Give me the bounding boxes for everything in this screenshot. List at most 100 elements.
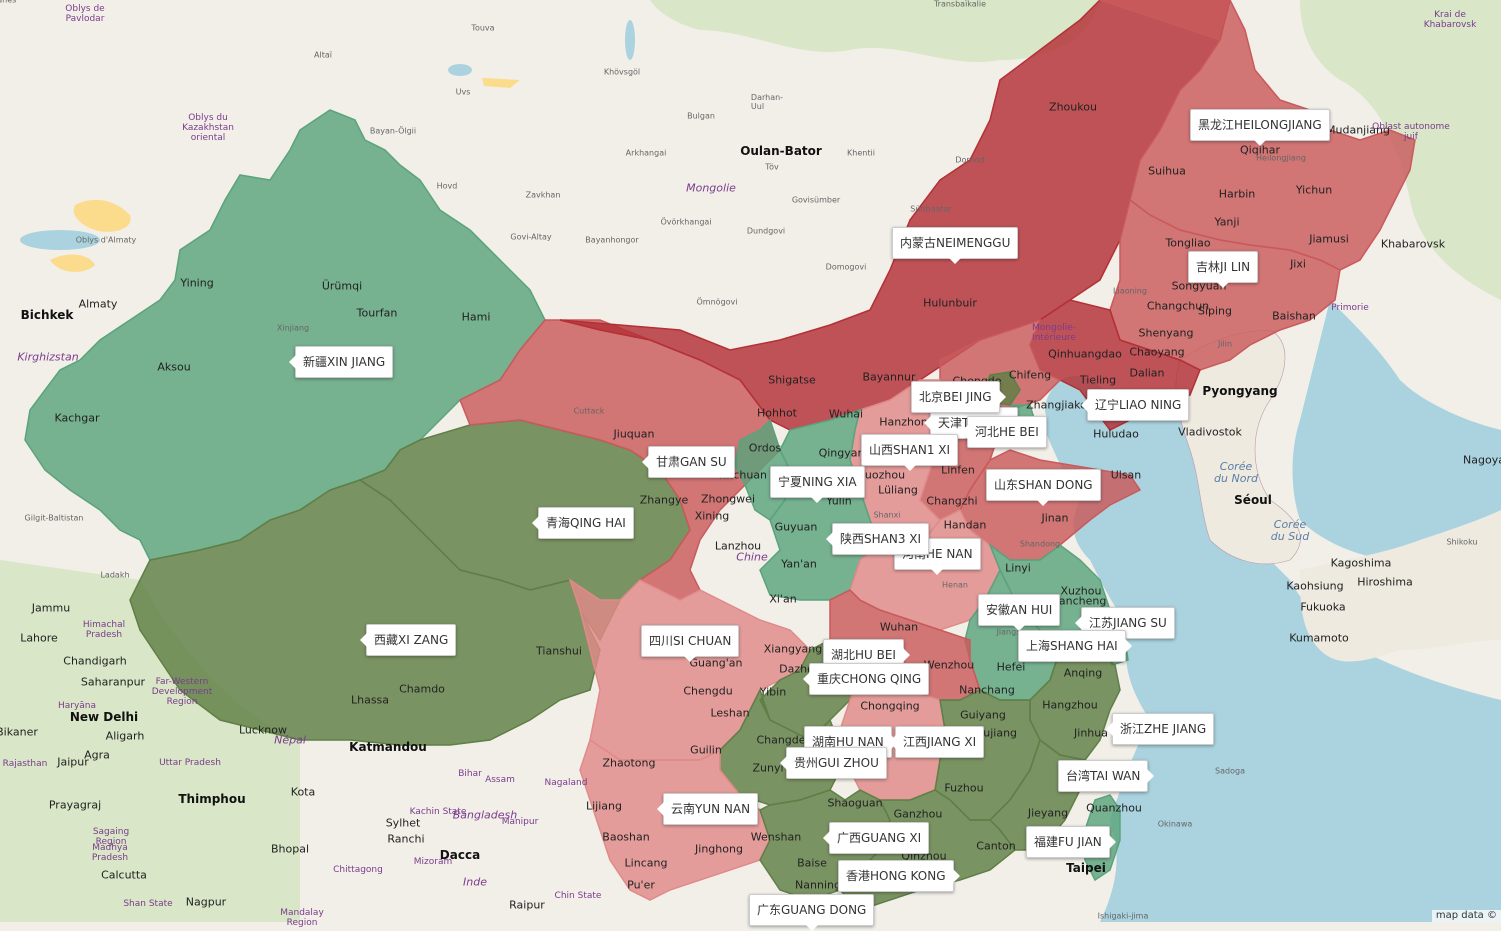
province-tooltip-ningxia[interactable]: 宁夏NING XIA: [770, 466, 865, 498]
place-label: Domogovi: [826, 263, 867, 272]
place-label: Oulan-Bator: [740, 144, 822, 158]
place-label: Anqing: [1064, 667, 1103, 680]
place-label: Hiroshima: [1357, 576, 1413, 589]
place-label: Cuttack: [574, 407, 605, 416]
place-label: Dundgovi: [747, 227, 785, 236]
place-label: Pu'er: [627, 879, 655, 892]
province-tooltip-guizhou[interactable]: 贵州GUI ZHOU: [786, 747, 887, 779]
tooltip-arrow: [1109, 835, 1116, 849]
province-tooltip-chongqing[interactable]: 重庆CHONG QING: [809, 663, 929, 695]
province-tooltip-liaoning[interactable]: 辽宁LIAO NING: [1087, 389, 1189, 421]
tooltip-arrow: [1106, 722, 1113, 736]
place-label: Kachgar: [54, 412, 99, 425]
tooltip-arrow: [657, 802, 664, 816]
tooltip-arrow: [811, 497, 823, 503]
place-label: Uvs: [456, 88, 471, 97]
place-label: Prayagraj: [49, 799, 101, 812]
place-label: Oblys d'Almaty: [76, 236, 137, 245]
place-label: Mongolie-Intérieure: [1032, 323, 1076, 343]
place-label: Sadoga: [1215, 767, 1245, 776]
tooltip-label: 安徽AN HUI: [986, 603, 1052, 617]
place-label: Zunyi: [752, 762, 783, 775]
tooltip-arrow: [961, 425, 968, 439]
tooltip-label: 云南YUN NAN: [671, 802, 750, 816]
tooltip-arrow: [903, 648, 910, 662]
tooltip-arrow: [924, 416, 931, 430]
tooltip-arrow: [360, 633, 367, 647]
province-tooltip-qinghai[interactable]: 青海QING HAI: [538, 507, 634, 539]
province-tooltip-gansu[interactable]: 甘肃GAN SU: [648, 446, 735, 478]
province-tooltip-guangxi[interactable]: 广西GUANG XI: [829, 822, 929, 854]
province-tooltip-yunnan[interactable]: 云南YUN NAN: [663, 793, 758, 825]
tooltip-arrow: [826, 532, 833, 546]
tooltip-label: 宁夏NING XIA: [778, 475, 857, 489]
lake-khovsgol: [625, 20, 635, 60]
place-label: Lijiang: [586, 800, 622, 813]
province-tooltip-anhui[interactable]: 安徽AN HUI: [978, 594, 1060, 626]
place-label: Kagoshima: [1331, 557, 1392, 570]
place-label: Shenyang: [1139, 327, 1194, 340]
province-tooltip-hebei[interactable]: 河北HE BEI: [967, 416, 1047, 448]
place-label: Changde: [756, 734, 805, 747]
place-label: Wenzhou: [924, 659, 974, 672]
province-tooltip-shanghai[interactable]: 上海SHANG HAI: [1018, 630, 1126, 662]
place-label: Fukuoka: [1300, 601, 1345, 614]
tooltip-label: 重庆CHONG QING: [817, 672, 921, 686]
province-tooltip-beijing[interactable]: 北京BEI JING: [911, 381, 1000, 413]
place-label: Nagoya: [1463, 454, 1501, 467]
place-label: Kaohsiung: [1286, 580, 1343, 593]
province-tooltip-shaanxi[interactable]: 陕西SHAN3 XI: [832, 523, 929, 555]
province-tooltip-taiwan[interactable]: 台湾TAI WAN: [1058, 760, 1148, 792]
place-label: Hefei: [997, 661, 1026, 674]
place-label: Jaipur: [57, 756, 89, 769]
place-label: Tianshui: [536, 645, 582, 658]
place-label: Primorie: [1331, 303, 1368, 313]
place-label: Guilin: [690, 744, 722, 757]
place-label: Zhongwei: [701, 493, 755, 506]
place-label: Sylhet: [386, 817, 421, 830]
tooltip-label: 台湾TAI WAN: [1066, 769, 1140, 783]
place-label: Manipur: [502, 817, 539, 827]
place-label: Canton: [976, 840, 1015, 853]
province-tooltip-zhejiang[interactable]: 浙江ZHE JIANG: [1112, 713, 1214, 745]
place-label: Tongliao: [1165, 237, 1210, 250]
province-tooltip-sichuan[interactable]: 四川SI CHUAN: [641, 625, 739, 657]
place-label: Ürümqi: [322, 280, 362, 293]
tooltip-label: 湖北HU BEI: [831, 648, 896, 662]
province-tooltip-jilin[interactable]: 吉林JI LIN: [1188, 251, 1258, 283]
province-tooltip-hongkong[interactable]: 香港HONG KONG: [838, 860, 954, 892]
place-label: Jiuquan: [614, 428, 655, 441]
tooltip-arrow: [1037, 500, 1049, 506]
place-label: Bihar: [458, 769, 482, 779]
place-label: Katmandou: [349, 740, 427, 754]
province-tooltip-neimenggu[interactable]: 内蒙古NEIMENGGU: [892, 227, 1018, 259]
tooltip-label: 浙江ZHE JIANG: [1120, 722, 1206, 736]
province-tooltip-jiangxi[interactable]: 江西JIANG XI: [895, 726, 984, 758]
place-label: Jilin: [1218, 340, 1232, 349]
place-label: Assam: [485, 775, 515, 785]
province-tooltip-heilongjiang[interactable]: 黑龙江HEILONGJIANG: [1190, 109, 1330, 141]
map-attribution[interactable]: map data ©: [1432, 910, 1501, 922]
place-label: Chine: [736, 551, 767, 564]
place-label: Taipei: [1066, 861, 1106, 875]
place-label: Saharanpur: [81, 676, 145, 689]
place-label: Lhassa: [351, 694, 389, 707]
place-label: Darhan-Uul: [751, 93, 783, 111]
tooltip-arrow: [289, 355, 296, 369]
place-label: Bichkek: [21, 308, 74, 322]
place-label: Mongolie: [686, 182, 736, 195]
province-tooltip-shandong[interactable]: 山东SHAN DONG: [986, 469, 1101, 501]
place-label: Chengdu: [683, 685, 732, 698]
province-tooltip-fujian[interactable]: 福建FU JIAN: [1026, 826, 1110, 858]
province-tooltip-xizang[interactable]: 西藏XI ZANG: [366, 624, 456, 656]
province-tooltip-xinjiang[interactable]: 新疆XIN JIANG: [295, 346, 393, 378]
province-tooltip-shanxi[interactable]: 山西SHAN1 XI: [861, 434, 958, 466]
province-tooltip-guangdong[interactable]: 广东GUANG DONG: [749, 894, 874, 926]
tooltip-label: 甘肃GAN SU: [656, 455, 727, 469]
